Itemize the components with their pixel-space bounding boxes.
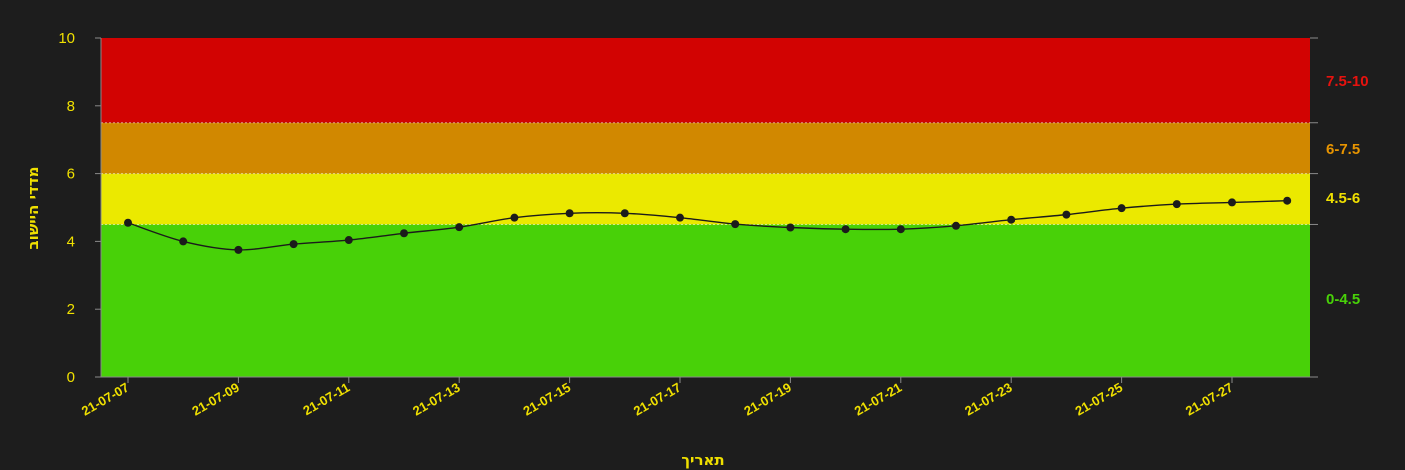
band-6-7.5 xyxy=(101,122,1310,174)
x-tick-label: 21-07-21 xyxy=(852,380,905,419)
data-point xyxy=(786,223,795,232)
data-point xyxy=(1172,200,1181,209)
y-tick-label: 4 xyxy=(67,233,75,250)
data-point xyxy=(1117,204,1126,213)
band-label-4.5-6: 4.5-6 xyxy=(1326,190,1360,207)
x-tick-label: 21-07-13 xyxy=(410,380,463,419)
data-point xyxy=(841,225,850,234)
data-point xyxy=(289,240,298,249)
x-tick-label: 21-07-09 xyxy=(189,380,242,419)
band-7.5-10 xyxy=(101,38,1310,123)
data-point xyxy=(1007,215,1016,224)
data-point xyxy=(124,218,132,227)
band-labels: 0-4.5 4.5-6 6-7.5 7.5-10 xyxy=(1326,73,1369,308)
series-line xyxy=(124,196,1292,254)
data-point xyxy=(896,225,905,234)
band-label-6-7.5: 6-7.5 xyxy=(1326,141,1360,158)
data-point xyxy=(344,236,353,245)
data-point xyxy=(952,221,960,230)
x-tick-label: 21-07-27 xyxy=(1183,380,1236,419)
x-tick-label: 21-07-19 xyxy=(741,380,794,419)
data-point xyxy=(234,245,243,254)
risk-bands xyxy=(101,38,1310,377)
y-tick-label: 0 xyxy=(67,369,75,386)
x-tick-label: 21-07-11 xyxy=(300,380,352,419)
data-point xyxy=(179,237,188,246)
data-point xyxy=(620,209,629,218)
data-point xyxy=(1062,210,1071,219)
x-tick-label: 21-07-23 xyxy=(962,380,1015,419)
y-tick-label: 8 xyxy=(67,98,75,115)
band-0-4.5 xyxy=(101,224,1310,377)
y-tick-label: 10 xyxy=(58,30,75,47)
data-point xyxy=(565,209,574,218)
x-axis-title: תאריך xyxy=(681,451,724,469)
x-tick-label: 21-07-17 xyxy=(631,380,684,419)
data-point xyxy=(676,213,684,222)
y-tick-label: 2 xyxy=(67,301,75,318)
x-tick-label: 21-07-07 xyxy=(79,380,132,419)
x-tick-label: 21-07-15 xyxy=(521,380,574,419)
band-4.5-6 xyxy=(101,173,1310,225)
data-point xyxy=(510,213,519,222)
band-label-7.5-10: 7.5-10 xyxy=(1326,73,1369,90)
data-point xyxy=(400,229,408,238)
y-axis-title: מדדי היישוב xyxy=(24,167,42,250)
x-tick-label: 21-07-25 xyxy=(1073,380,1126,419)
y-tick-label: 6 xyxy=(67,166,75,183)
data-point xyxy=(1283,196,1292,205)
data-point xyxy=(1228,198,1236,207)
series-path xyxy=(127,200,1288,251)
band-label-0-4.5: 0-4.5 xyxy=(1326,291,1360,308)
data-point xyxy=(455,223,464,232)
data-point xyxy=(731,220,740,229)
